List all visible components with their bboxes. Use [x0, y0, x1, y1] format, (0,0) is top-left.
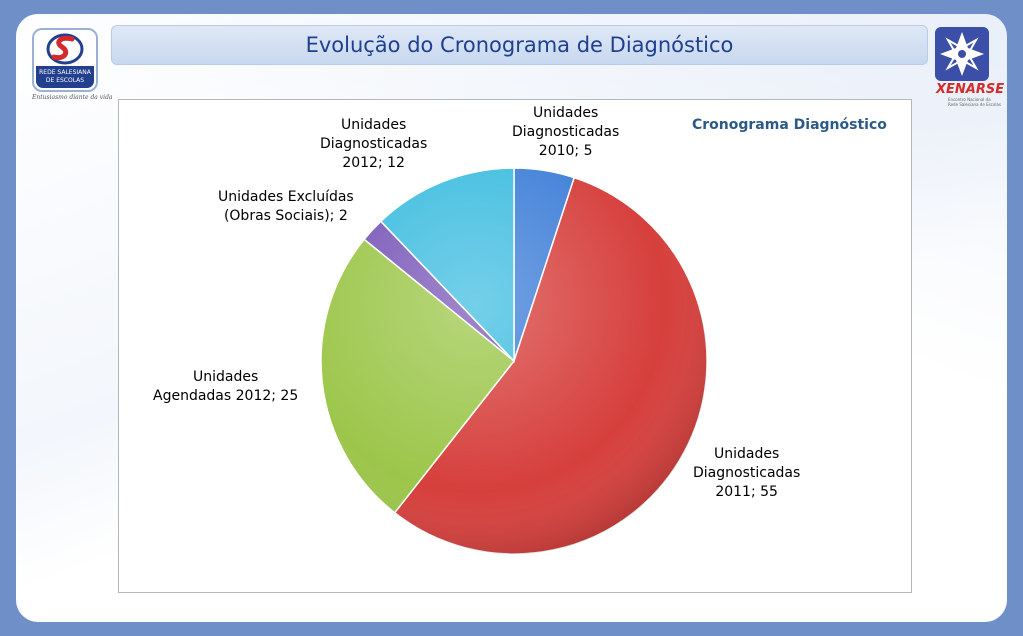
enarse-sub1: Encontro Nacional da	[948, 97, 991, 102]
enarse-star-icon	[935, 27, 989, 81]
logo-line2: DE ESCOLAS	[45, 77, 85, 84]
pie-label-2010: Unidades Diagnosticadas 2010; 5	[512, 105, 620, 159]
logo-badge: REDE SALESIANA DE ESCOLAS	[32, 28, 98, 92]
enarse-name: ENARSE	[946, 82, 1005, 97]
logo-line1: REDE SALESIANA	[39, 69, 91, 76]
pie-label-2011: Unidades Diagnosticadas 2011; 55	[693, 446, 801, 500]
enarse-brand: XENARSE	[936, 82, 1004, 97]
enarse-subtitle: Encontro Nacional da Rede Salesiana de E…	[948, 97, 1001, 107]
enarse-sub2: Rede Salesiana de Escolas	[948, 102, 1001, 107]
rede-salesiana-logo: REDE SALESIANA DE ESCOLAS Entusiasmo dia…	[32, 28, 113, 102]
pie-label-agendadas: Unidades Agendadas 2012; 25	[153, 369, 299, 404]
page-title: Evolução do Cronograma de Diagnóstico	[305, 33, 734, 57]
pie-label-excluidas: Unidades Excluídas (Obras Sociais); 2	[218, 189, 354, 224]
pie-label-2012: Unidades Diagnosticadas 2012; 12	[320, 117, 428, 171]
enarse-logo: XENARSE Encontro Nacional da Rede Salesi…	[934, 26, 1004, 107]
title-bar: Evolução do Cronograma de Diagnóstico	[111, 25, 928, 65]
logo-tagline: Entusiasmo diante da vida	[32, 94, 113, 101]
enarse-numeral: X	[936, 82, 947, 97]
chart-title: Cronograma Diagnóstico	[692, 117, 887, 133]
salesian-s-icon	[46, 33, 84, 65]
logo-bar: REDE SALESIANA DE ESCOLAS	[36, 66, 94, 88]
